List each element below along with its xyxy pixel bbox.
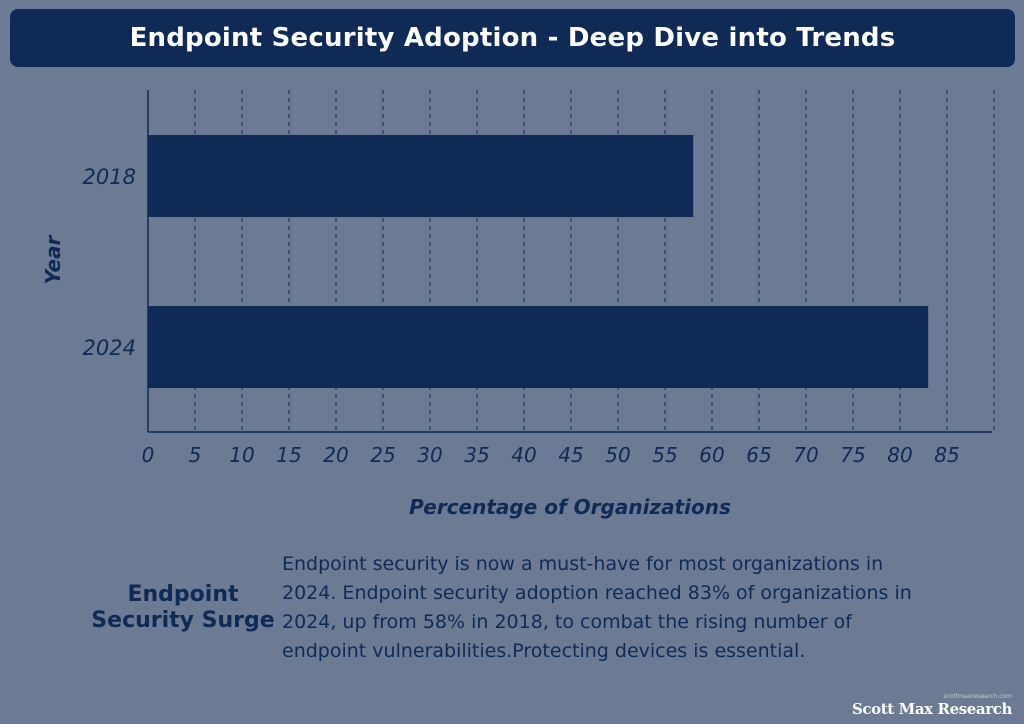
axes <box>147 90 992 433</box>
x-tick-label: 5 <box>189 443 202 467</box>
watermark: scottmaxresearch.com Scott Max Research <box>852 693 1012 718</box>
bar-chart: 0 5 10 15 20 25 30 35 40 45 50 55 60 65 70 75 80 85 20182… <box>41 90 995 519</box>
x-tick-label: 25 <box>370 443 395 467</box>
summary-heading: Endpoint Security Surge <box>91 582 275 633</box>
x-tick-label: 10 <box>229 443 254 467</box>
y-category-labels: 2018 2024 <box>83 165 136 360</box>
x-tick-label: 45 <box>558 443 583 467</box>
x-axis-title: Percentage of Organizations <box>409 495 731 519</box>
y-tick-label-2024: 2024 <box>83 336 136 360</box>
chart-title: Endpoint Security Adoption - Deep Dive i… <box>129 23 896 53</box>
x-tick-label: 30 <box>417 443 442 467</box>
y-tick-label-2018: 2018 <box>83 165 136 189</box>
x-tick-label: 50 <box>605 443 630 467</box>
bar-2018 <box>148 135 694 217</box>
summary-text: Endpoint security is now a must-have for… <box>282 553 912 662</box>
x-tick-label: 85 <box>934 443 959 467</box>
x-tick-labels: 0 5 10 15 20 25 30 35 40 45 50 55 60 65 70 75 80 85 <box>142 443 960 467</box>
x-tick-label: 15 <box>276 443 301 467</box>
x-tick-label: 60 <box>699 443 724 467</box>
x-tick-label: 70 <box>793 443 818 467</box>
x-tick-label: 35 <box>464 443 489 467</box>
watermark-brand: Scott Max Research <box>852 700 1012 718</box>
x-tick-label: 75 <box>840 443 865 467</box>
x-tick-label: 65 <box>746 443 771 467</box>
x-tick-label: 40 <box>511 443 536 467</box>
watermark-url: scottmaxresearch.com <box>943 693 1012 700</box>
x-tick-label: 55 <box>652 443 677 467</box>
bars <box>148 135 929 388</box>
x-tick-label: 0 <box>142 443 155 467</box>
y-axis-title: Year <box>41 234 65 284</box>
x-tick-label: 20 <box>323 443 348 467</box>
bar-2024 <box>148 306 929 388</box>
title-bar: Endpoint Security Adoption - Deep Dive i… <box>10 9 1015 67</box>
x-tick-label: 80 <box>887 443 912 467</box>
